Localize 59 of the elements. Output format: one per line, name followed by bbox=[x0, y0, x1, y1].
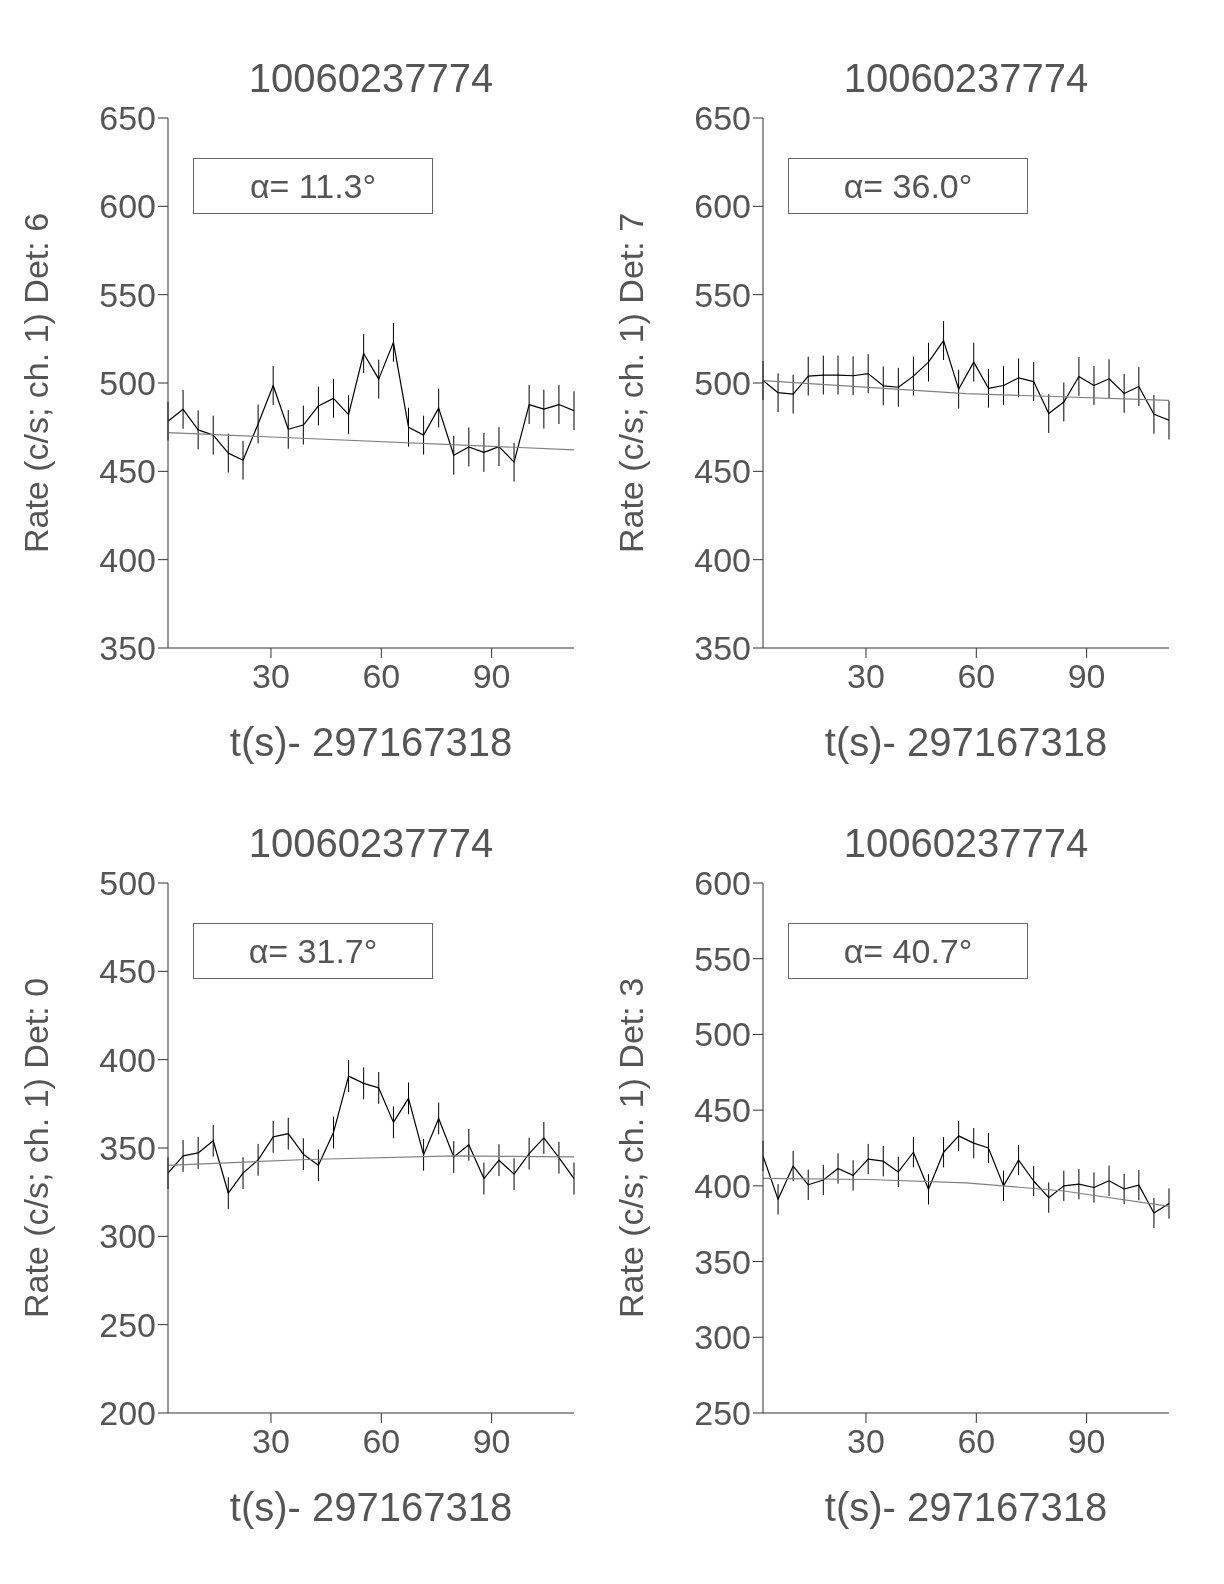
x-tick-label: 60 bbox=[362, 1422, 401, 1461]
y-tick-label: 250 bbox=[694, 1394, 751, 1433]
chart-title: 10060237774 bbox=[247, 55, 495, 102]
y-axis-title: Rate (c/s; ch. 1) Det: 6 bbox=[17, 212, 56, 554]
y-tick-label: 500 bbox=[694, 1015, 751, 1054]
x-axis-title: t(s)- 297167318 bbox=[824, 1485, 1108, 1529]
x-tick-label: 30 bbox=[252, 657, 290, 696]
y-tick-label: 500 bbox=[99, 364, 156, 403]
y-tick-label: 500 bbox=[694, 364, 751, 403]
x-axis-title: t(s)- 297167318 bbox=[229, 720, 513, 764]
annotation: α= 40.7° bbox=[788, 923, 1028, 979]
y-tick-label: 400 bbox=[694, 540, 751, 579]
y-tick-label: 600 bbox=[694, 864, 751, 903]
y-tick-label: 400 bbox=[99, 1040, 156, 1079]
y-tick-label: 550 bbox=[99, 275, 156, 314]
y-tick-label: 450 bbox=[99, 952, 156, 991]
y-tick-label: 600 bbox=[694, 187, 751, 226]
y-tick-label: 650 bbox=[99, 99, 156, 138]
annotation: α= 11.3° bbox=[193, 158, 433, 214]
y-tick-label: 550 bbox=[694, 939, 751, 978]
line-series bbox=[763, 1177, 1169, 1207]
x-tick-label: 90 bbox=[472, 657, 511, 696]
y-tick-label: 550 bbox=[694, 275, 751, 314]
x-tick-label: 60 bbox=[957, 657, 996, 696]
y-tick-label: 300 bbox=[99, 1217, 156, 1256]
x-tick-label: 30 bbox=[847, 657, 885, 696]
x-tick-label: 30 bbox=[252, 1422, 290, 1461]
y-tick-label: 650 bbox=[694, 99, 751, 138]
x-tick-label: 90 bbox=[1067, 657, 1106, 696]
x-axis-title: t(s)- 297167318 bbox=[824, 720, 1108, 764]
y-tick-label: 450 bbox=[694, 1091, 751, 1130]
chart-title: 10060237774 bbox=[247, 820, 495, 867]
y-tick-label: 350 bbox=[99, 1129, 156, 1168]
y-tick-label: 500 bbox=[99, 864, 156, 903]
annotation: α= 31.7° bbox=[193, 923, 433, 979]
y-tick-label: 350 bbox=[694, 1242, 751, 1281]
y-tick-label: 450 bbox=[99, 452, 156, 491]
y-tick-label: 400 bbox=[694, 1166, 751, 1205]
y-tick-label: 450 bbox=[694, 452, 751, 491]
chart-title: 10060237774 bbox=[842, 820, 1090, 867]
y-tick-label: 250 bbox=[99, 1305, 156, 1344]
y-tick-label: 300 bbox=[694, 1318, 751, 1357]
x-tick-label: 60 bbox=[957, 1422, 996, 1461]
chart-title: 10060237774 bbox=[842, 55, 1090, 102]
y-axis-title: Rate (c/s; ch. 1) Det: 0 bbox=[17, 977, 56, 1319]
x-tick-label: 60 bbox=[362, 657, 401, 696]
x-axis-title: t(s)- 297167318 bbox=[229, 1485, 513, 1529]
y-axis-title: Rate (c/s; ch. 1) Det: 7 bbox=[612, 212, 651, 554]
y-tick-label: 200 bbox=[99, 1394, 156, 1433]
y-axis-title: Rate (c/s; ch. 1) Det: 3 bbox=[612, 977, 651, 1319]
y-tick-label: 350 bbox=[694, 629, 751, 668]
x-tick-label: 90 bbox=[1067, 1422, 1106, 1461]
y-tick-label: 600 bbox=[99, 187, 156, 226]
x-tick-label: 90 bbox=[472, 1422, 511, 1461]
y-tick-label: 400 bbox=[99, 540, 156, 579]
x-tick-label: 30 bbox=[847, 1422, 885, 1461]
y-tick-label: 350 bbox=[99, 629, 156, 668]
annotation: α= 36.0° bbox=[788, 158, 1028, 214]
line-series bbox=[168, 1155, 574, 1166]
